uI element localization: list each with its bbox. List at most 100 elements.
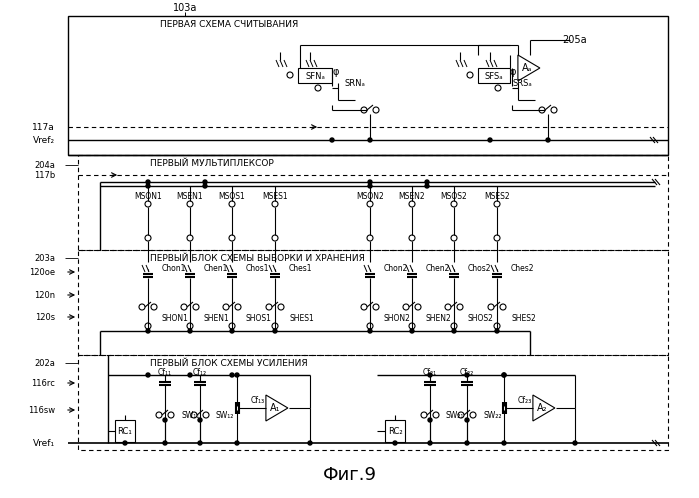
Text: MSOS1: MSOS1 [219,192,245,201]
Text: Chen1: Chen1 [204,263,229,272]
Text: φ: φ [333,67,339,77]
Circle shape [502,373,506,377]
Text: MSEN2: MSEN2 [398,192,425,201]
Circle shape [368,184,372,188]
Text: 117b: 117b [34,170,55,179]
Circle shape [230,373,234,377]
Text: 203a: 203a [34,253,55,262]
Text: MSES2: MSES2 [484,192,510,201]
Text: RC₁: RC₁ [117,426,132,435]
Text: MSON2: MSON2 [356,192,384,201]
Circle shape [146,180,150,184]
Text: 202a: 202a [34,359,55,368]
Circle shape [428,373,432,377]
Circle shape [573,441,577,445]
Text: 116sw: 116sw [28,405,55,414]
Circle shape [495,329,499,333]
Text: Cf₂₂: Cf₂₂ [460,368,474,376]
Circle shape [368,138,372,142]
Circle shape [198,418,202,422]
Text: SHON2: SHON2 [384,314,411,323]
Text: SHOS2: SHOS2 [468,314,494,323]
Circle shape [203,180,207,184]
Circle shape [425,180,429,184]
Text: Aₐ: Aₐ [522,63,532,73]
Text: Cf₁₃: Cf₁₃ [251,395,265,404]
Text: 117a: 117a [32,123,55,131]
Bar [298,68,332,83]
Text: φ: φ [510,67,517,77]
Text: SW₂₁: SW₂₁ [446,410,464,419]
Text: SFSₐ: SFSₐ [484,72,503,81]
Circle shape [546,138,550,142]
Circle shape [428,441,432,445]
Text: Cf₂₁: Cf₂₁ [423,368,437,376]
Circle shape [146,373,150,377]
Circle shape [410,329,414,333]
Circle shape [188,329,192,333]
Text: 120s: 120s [35,313,55,322]
Circle shape [273,329,277,333]
Text: Cf₁₁: Cf₁₁ [158,368,172,376]
Text: SHES2: SHES2 [511,314,535,323]
Text: SFNₐ: SFNₐ [305,72,325,81]
Text: Chon1: Chon1 [162,263,187,272]
Circle shape [502,441,506,445]
Bar [385,420,405,442]
Circle shape [465,441,469,445]
Text: MSEN1: MSEN1 [177,192,203,201]
Text: 120n: 120n [34,290,55,299]
Text: A₂: A₂ [537,403,547,413]
Text: ПЕРВАЯ СХЕМА СЧИТЫВАНИЯ: ПЕРВАЯ СХЕМА СЧИТЫВАНИЯ [160,19,298,28]
Circle shape [368,180,372,184]
Text: SW₁₂: SW₁₂ [216,410,234,419]
Circle shape [198,441,202,445]
Text: SHON1: SHON1 [162,314,189,323]
Circle shape [123,441,127,445]
Circle shape [146,329,150,333]
Bar [78,250,668,355]
Text: SHOS1: SHOS1 [246,314,272,323]
Text: Vref₁: Vref₁ [33,439,55,448]
Text: 103a: 103a [173,3,197,13]
Circle shape [235,441,239,445]
Circle shape [230,329,234,333]
Text: Cf₁₂: Cf₁₂ [193,368,207,376]
Bar [478,68,510,83]
Bar [78,355,668,450]
Text: SW₁₁: SW₁₁ [181,410,199,419]
Circle shape [146,184,150,188]
Text: 205a: 205a [563,35,587,45]
Text: Chon2: Chon2 [384,263,408,272]
Circle shape [425,184,429,188]
Text: SHES1: SHES1 [289,314,314,323]
Text: ПЕРВЫЙ БЛОК СХЕМЫ УСИЛЕНИЯ: ПЕРВЫЙ БЛОК СХЕМЫ УСИЛЕНИЯ [150,359,308,368]
Circle shape [428,418,432,422]
Circle shape [330,138,334,142]
Circle shape [502,373,506,377]
Text: A₁: A₁ [270,403,280,413]
Bar [115,420,135,442]
Circle shape [188,373,192,377]
Text: Ches2: Ches2 [511,263,535,272]
Text: SRNₐ: SRNₐ [345,79,366,88]
Circle shape [203,184,207,188]
Text: Chos2: Chos2 [468,263,491,272]
Text: ПЕРВЫЙ БЛОК СХЕМЫ ВЫБОРКИ И ХРАНЕНИЯ: ПЕРВЫЙ БЛОК СХЕМЫ ВЫБОРКИ И ХРАНЕНИЯ [150,253,365,262]
Text: Chos1: Chos1 [246,263,270,272]
Circle shape [465,373,469,377]
Circle shape [163,441,167,445]
Text: Vref₂: Vref₂ [33,135,55,144]
Bar [68,16,668,155]
Circle shape [393,441,397,445]
Circle shape [368,329,372,333]
Text: SRSₐ: SRSₐ [512,79,532,88]
Text: RC₂: RC₂ [388,426,403,435]
Circle shape [163,418,167,422]
Text: ПЕРВЫЙ МУЛЬТИПЛЕКСОР: ПЕРВЫЙ МУЛЬТИПЛЕКСОР [150,158,274,167]
Text: 204a: 204a [34,160,55,169]
Circle shape [452,329,456,333]
Text: 120oe: 120oe [29,267,55,276]
Text: MSES1: MSES1 [262,192,288,201]
Text: Cf₂₃: Cf₂₃ [518,395,532,404]
